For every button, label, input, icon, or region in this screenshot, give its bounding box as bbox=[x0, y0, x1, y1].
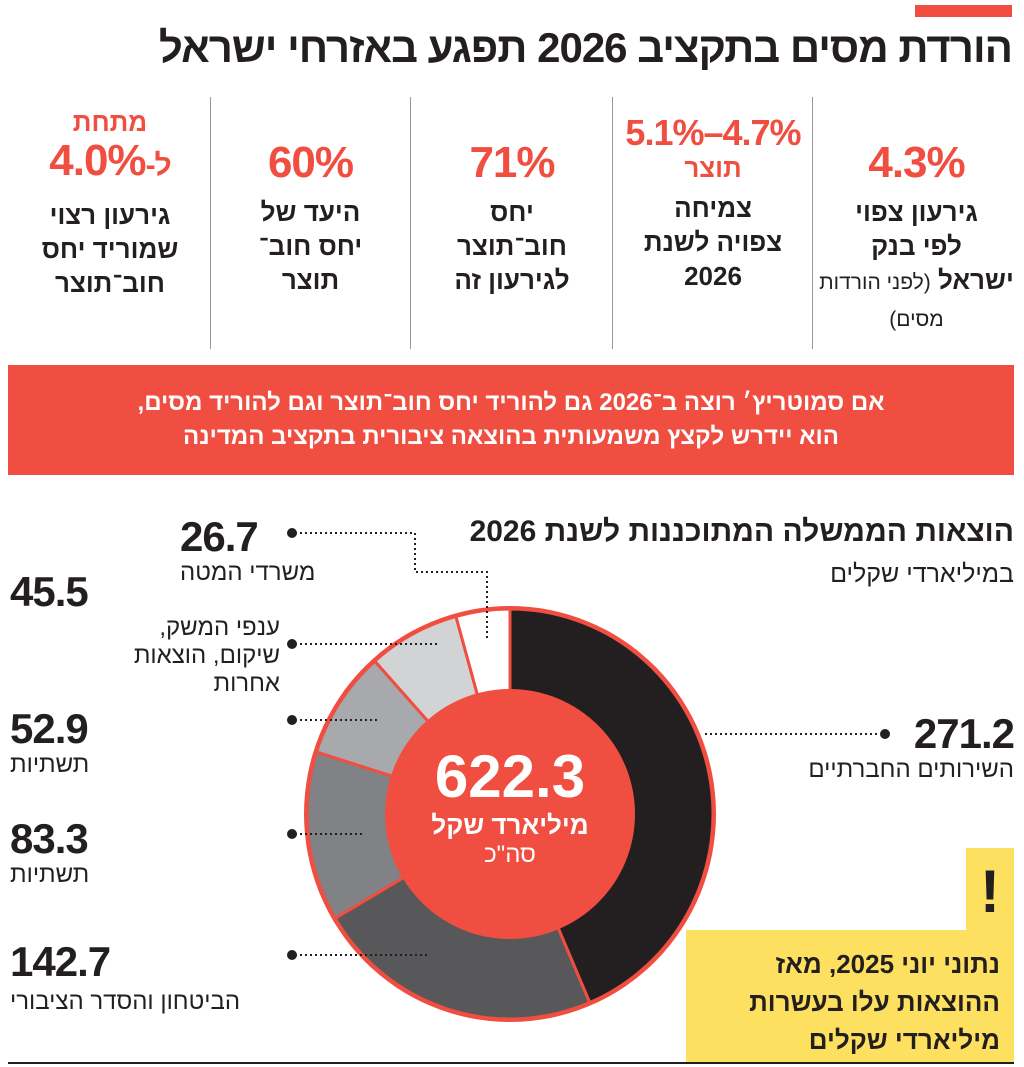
stat-value: 60% bbox=[267, 138, 354, 187]
divider bbox=[410, 97, 411, 349]
leader-dot bbox=[287, 950, 297, 960]
slice-category-label: השירותים החברתיים bbox=[808, 756, 1014, 783]
stat-growth: 5.1%–4.7% תוצר צמיחה צפויה לשנת 2026 bbox=[614, 97, 812, 349]
note-text: נתוני יוני 2025, מאז ההוצאות עלו בעשרות … bbox=[749, 945, 1000, 1059]
slice-category-label: תשתיות bbox=[10, 751, 90, 778]
label-social: 271.2 השירותים החברתיים bbox=[700, 710, 1015, 784]
exclamation-icon: ! bbox=[966, 848, 1014, 938]
divider bbox=[210, 97, 211, 349]
page-title: הורדת מסים בתקציב 2026 תפגע באזרחי ישראל bbox=[158, 24, 1013, 71]
stat-line: 2026 bbox=[684, 261, 742, 291]
leader-dot bbox=[287, 829, 297, 839]
stat-desc: היעד של יחס חוב־ תוצר bbox=[211, 195, 410, 297]
stat-line: ישראל bbox=[937, 265, 1014, 295]
leader-line bbox=[295, 532, 488, 640]
stat-line: לפי בנק bbox=[871, 231, 962, 261]
stat-deficit-forecast: 4.3% גירעון צפוי לפי בנק ישראל (לפני הור… bbox=[819, 97, 1014, 349]
divider bbox=[612, 97, 613, 349]
stat-desc: גירעון רצוי שמוריד יחס חוב־תוצר bbox=[10, 198, 210, 300]
stat-line: שמוריד יחס bbox=[41, 234, 179, 264]
leader-dot bbox=[287, 639, 297, 649]
banner-line: הוא יידרש לקצץ משמעותית בהוצאה ציבורית ב… bbox=[183, 423, 839, 450]
donut-center: 622.3 מיליארד שקל סה"כ bbox=[385, 745, 635, 869]
note-line: מיליארדי שקלים bbox=[808, 1025, 1000, 1055]
chart-title: הוצאות הממשלה המתוכננות לשנת 2026 bbox=[469, 515, 1014, 548]
slice-category-label: משרדי המטה bbox=[180, 559, 316, 586]
stat-note: (לפני הורדות מסים) bbox=[819, 271, 944, 331]
chart-subtitle: במיליארדי שקלים bbox=[830, 560, 1014, 588]
label-hq: 26.7 משרדי המטה bbox=[180, 515, 315, 587]
leader-dot bbox=[287, 715, 297, 725]
slice-value-label: 26.7 bbox=[180, 513, 259, 560]
stat-line: חוב־תוצר bbox=[55, 268, 165, 298]
label-infra-1: 83.3 תשתיות bbox=[10, 817, 89, 889]
stat-line: צפויה לשנת bbox=[643, 227, 783, 257]
label-defense: 142.7 הביטחון והסדר הציבורי bbox=[10, 940, 240, 1016]
stat-sub: תוצר bbox=[684, 153, 742, 183]
bottom-rule bbox=[8, 1062, 1014, 1064]
stat-line: לגירעון זה bbox=[454, 265, 570, 295]
note-box bbox=[686, 930, 1014, 1062]
slice-value-label: 142.7 bbox=[10, 938, 111, 985]
stat-prefix: ל- bbox=[145, 149, 172, 182]
divider bbox=[812, 97, 813, 349]
stat-value: 71% bbox=[469, 138, 555, 187]
stat-line: גירעון רצוי bbox=[49, 200, 171, 230]
stat-desc: יחס חוב־תוצר לגירעון זה bbox=[412, 195, 612, 297]
stat-line: תוצר bbox=[281, 265, 340, 295]
label-economy: 45.5 ענפי המשק, שיקום, הוצאות אחרות bbox=[10, 570, 280, 698]
total-unit: מיליארד שקל bbox=[431, 810, 589, 840]
slice-category-label: תשתיות bbox=[10, 861, 90, 888]
stat-line: צמיחה bbox=[674, 193, 752, 223]
stat-line: היעד של bbox=[260, 197, 361, 227]
slice-value-label: 83.3 bbox=[10, 815, 89, 862]
stat-desc: גירעון צפוי לפי בנק ישראל (לפני הורדות מ… bbox=[819, 195, 1014, 337]
slice-value-label: 271.2 bbox=[913, 710, 1015, 757]
stat-value: 4.3% bbox=[868, 138, 965, 187]
stat-value: 5.1%–4.7% bbox=[625, 112, 801, 153]
slice-category-label: הביטחון והסדר הציבורי bbox=[10, 988, 241, 1015]
stat-line: יחס חוב־ bbox=[258, 231, 363, 261]
note-line: נתוני יוני 2025, מאז bbox=[775, 949, 1000, 979]
total-value: 622.3 bbox=[434, 743, 586, 810]
stat-desired-deficit: מתחת ל-4.0% גירעון רצוי שמוריד יחס חוב־ת… bbox=[10, 97, 210, 349]
note-line: ההוצאות עלו בעשרות bbox=[749, 987, 1000, 1017]
stat-sub: מתחת bbox=[72, 107, 148, 137]
stat-line: חוב־תוצר bbox=[457, 231, 567, 261]
banner-line: אם סמוטריץ׳ רוצה ב־2026 גם להוריד יחס חו… bbox=[137, 389, 885, 416]
stat-line: יחס bbox=[490, 197, 534, 227]
leader-dot bbox=[287, 528, 297, 538]
accent-bar bbox=[915, 5, 1012, 17]
total-label: סה"כ bbox=[484, 841, 536, 868]
slice-category-label: ענפי המשק, שיקום, הוצאות אחרות bbox=[133, 614, 280, 697]
slice-value-label: 52.9 bbox=[10, 705, 89, 752]
stat-desc: צמיחה צפויה לשנת 2026 bbox=[614, 191, 812, 293]
label-infra-2: 52.9 תשתיות bbox=[10, 707, 89, 779]
leader-dot bbox=[880, 729, 890, 739]
donut-hole bbox=[385, 689, 635, 939]
stat-debt-ratio: 71% יחס חוב־תוצר לגירעון זה bbox=[412, 97, 612, 349]
slice-value-label: 45.5 bbox=[10, 568, 89, 615]
stat-debt-target: 60% היעד של יחס חוב־ תוצר bbox=[211, 97, 410, 349]
summary-banner: אם סמוטריץ׳ רוצה ב־2026 גם להוריד יחס חו… bbox=[8, 365, 1014, 475]
stat-value: 4.0% bbox=[49, 136, 146, 185]
stat-line: גירעון צפוי bbox=[855, 197, 978, 227]
